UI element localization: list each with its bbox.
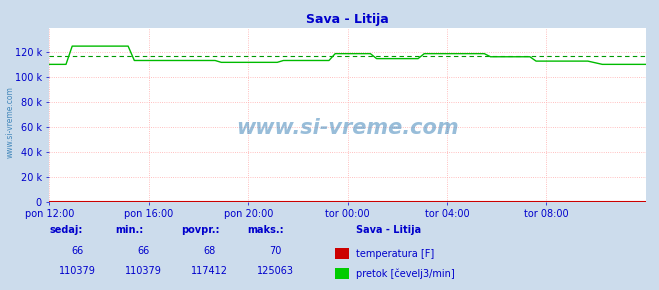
Text: maks.:: maks.: [247, 225, 284, 235]
Text: 70: 70 [269, 246, 281, 256]
Text: 66: 66 [71, 246, 84, 256]
Text: 110379: 110379 [125, 266, 161, 276]
Text: 68: 68 [203, 246, 215, 256]
Text: Sava - Litija: Sava - Litija [356, 225, 421, 235]
Text: 117412: 117412 [190, 266, 228, 276]
Text: min.:: min.: [115, 225, 144, 235]
Text: 125063: 125063 [256, 266, 294, 276]
Text: www.si-vreme.com: www.si-vreme.com [5, 86, 14, 158]
Title: Sava - Litija: Sava - Litija [306, 13, 389, 26]
Text: www.si-vreme.com: www.si-vreme.com [237, 119, 459, 138]
Text: pretok [čevelj3/min]: pretok [čevelj3/min] [356, 269, 455, 279]
Text: sedaj:: sedaj: [49, 225, 83, 235]
Text: 110379: 110379 [59, 266, 96, 276]
Text: temperatura [F]: temperatura [F] [356, 249, 434, 259]
Text: 66: 66 [137, 246, 150, 256]
Text: povpr.:: povpr.: [181, 225, 219, 235]
